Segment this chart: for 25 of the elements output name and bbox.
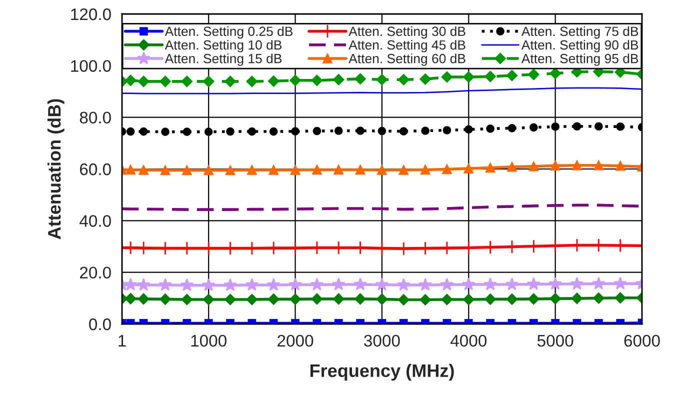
legend-label: Atten. Setting 10 dB	[164, 40, 282, 52]
legend-label: Atten. Setting 30 dB	[348, 26, 466, 39]
legend-label: Atten. Setting 60 dB	[348, 54, 466, 66]
y-tick-label: 80.0	[80, 112, 111, 124]
x-tick-label: 4000	[450, 334, 487, 347]
legend-label: Atten. Setting 90 dB	[521, 40, 638, 52]
x-axis-title: Frequency (MHz)	[310, 364, 454, 381]
legend-label: Atten. Setting 45 dB	[348, 40, 466, 52]
x-tick-label: 5000	[537, 334, 574, 347]
legend-label: Atten. Setting 0.25 dB	[164, 26, 293, 39]
y-tick-label: 20.0	[80, 266, 111, 279]
x-tick-label: 1000	[191, 334, 226, 347]
x-tick-label: 2000	[278, 334, 314, 347]
legend-label: Atten. Setting 15 dB	[164, 54, 282, 66]
legend-label: Atten. Setting 95 dB	[521, 54, 638, 66]
y-tick-label: 0.0	[89, 318, 111, 330]
y-tick-label: 40.0	[80, 215, 111, 227]
x-tick-label: 3000	[364, 334, 400, 347]
legend-label: Atten. Setting 75 dB	[521, 26, 638, 39]
y-axis-title: Attenuation (dB)	[47, 99, 64, 240]
x-tick-label: 6000	[624, 334, 660, 347]
y-tick-label: 60.0	[80, 163, 111, 176]
y-tick-label: 100.0	[71, 60, 111, 72]
x-tick-label: 1	[118, 335, 126, 346]
y-tick-label: 120.0	[71, 8, 111, 20]
